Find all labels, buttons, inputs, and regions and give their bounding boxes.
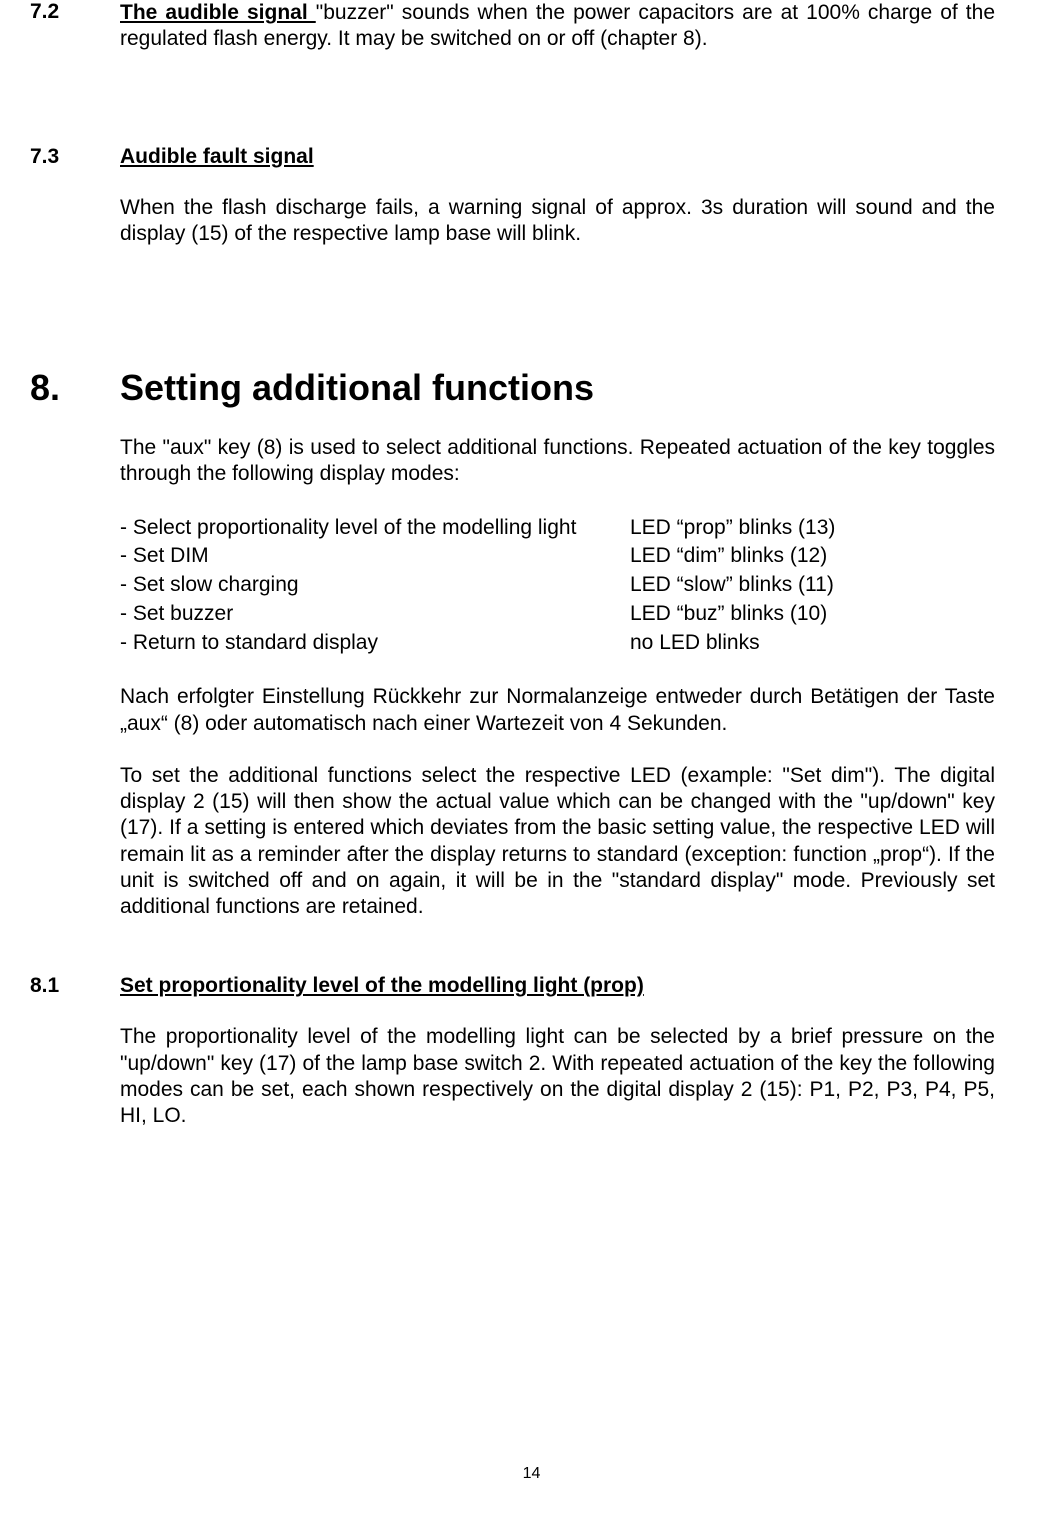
mode-row: - Select proportionality level of the mo… — [120, 514, 835, 543]
section-7-3-body: When the flash discharge fails, a warnin… — [120, 195, 995, 248]
section-8-1-body-row: The proportionality level of the modelli… — [30, 1024, 995, 1129]
section-7-2-body: The audible signal "buzzer" sounds when … — [120, 0, 995, 53]
section-7-2: 7.2 The audible signal "buzzer" sounds w… — [30, 0, 995, 53]
mode-left: - Set DIM — [120, 542, 630, 571]
section-8-1: 8.1 Set proportionality level of the mod… — [30, 974, 995, 998]
section-number: 8.1 — [30, 974, 120, 998]
mode-left: - Set slow charging — [120, 571, 630, 600]
mode-left: - Set buzzer — [120, 600, 630, 629]
section-8-german: Nach erfolgter Einstellung Rückkehr zur … — [120, 684, 995, 737]
section-number: 8. — [30, 367, 120, 409]
mode-right: LED “dim” blinks (12) — [630, 542, 835, 571]
page-number: 14 — [0, 1465, 1063, 1483]
mode-left: - Return to standard display — [120, 629, 630, 658]
section-7-3-body-row: When the flash discharge fails, a warnin… — [30, 195, 995, 248]
modes-table: - Select proportionality level of the mo… — [120, 514, 835, 659]
mode-row: - Set slow charging LED “slow” blinks (1… — [120, 571, 835, 600]
mode-right: LED “buz” blinks (10) — [630, 600, 835, 629]
section-7-3-title: Audible fault signal — [120, 145, 995, 169]
mode-right: no LED blinks — [630, 629, 835, 658]
mode-right: LED “slow” blinks (11) — [630, 571, 835, 600]
section-number: 7.2 — [30, 0, 120, 24]
mode-right: LED “prop” blinks (13) — [630, 514, 835, 543]
section-8-title: Setting additional functions — [120, 367, 995, 409]
mode-left: - Select proportionality level of the mo… — [120, 514, 630, 543]
section-8-detail-row: To set the additional functions select t… — [30, 763, 995, 921]
mode-row: - Return to standard display no LED blin… — [120, 629, 835, 658]
section-8-modes: - Select proportionality level of the mo… — [30, 514, 995, 659]
section-8-intro: The "aux" key (8) is used to select addi… — [120, 435, 995, 488]
section-8-1-body: The proportionality level of the modelli… — [120, 1024, 995, 1129]
section-8: 8. Setting additional functions — [30, 367, 995, 409]
section-8-detail: To set the additional functions select t… — [120, 763, 995, 921]
mode-row: - Set buzzer LED “buz” blinks (10) — [120, 600, 835, 629]
section-8-german-row: Nach erfolgter Einstellung Rückkehr zur … — [30, 684, 995, 737]
mode-row: - Set DIM LED “dim” blinks (12) — [120, 542, 835, 571]
section-number: 7.3 — [30, 145, 120, 169]
section-8-intro-row: The "aux" key (8) is used to select addi… — [30, 435, 995, 488]
section-8-1-title: Set proportionality level of the modelli… — [120, 974, 995, 998]
section-7-3: 7.3 Audible fault signal — [30, 145, 995, 169]
section-7-2-title: The audible signal — [120, 1, 316, 24]
